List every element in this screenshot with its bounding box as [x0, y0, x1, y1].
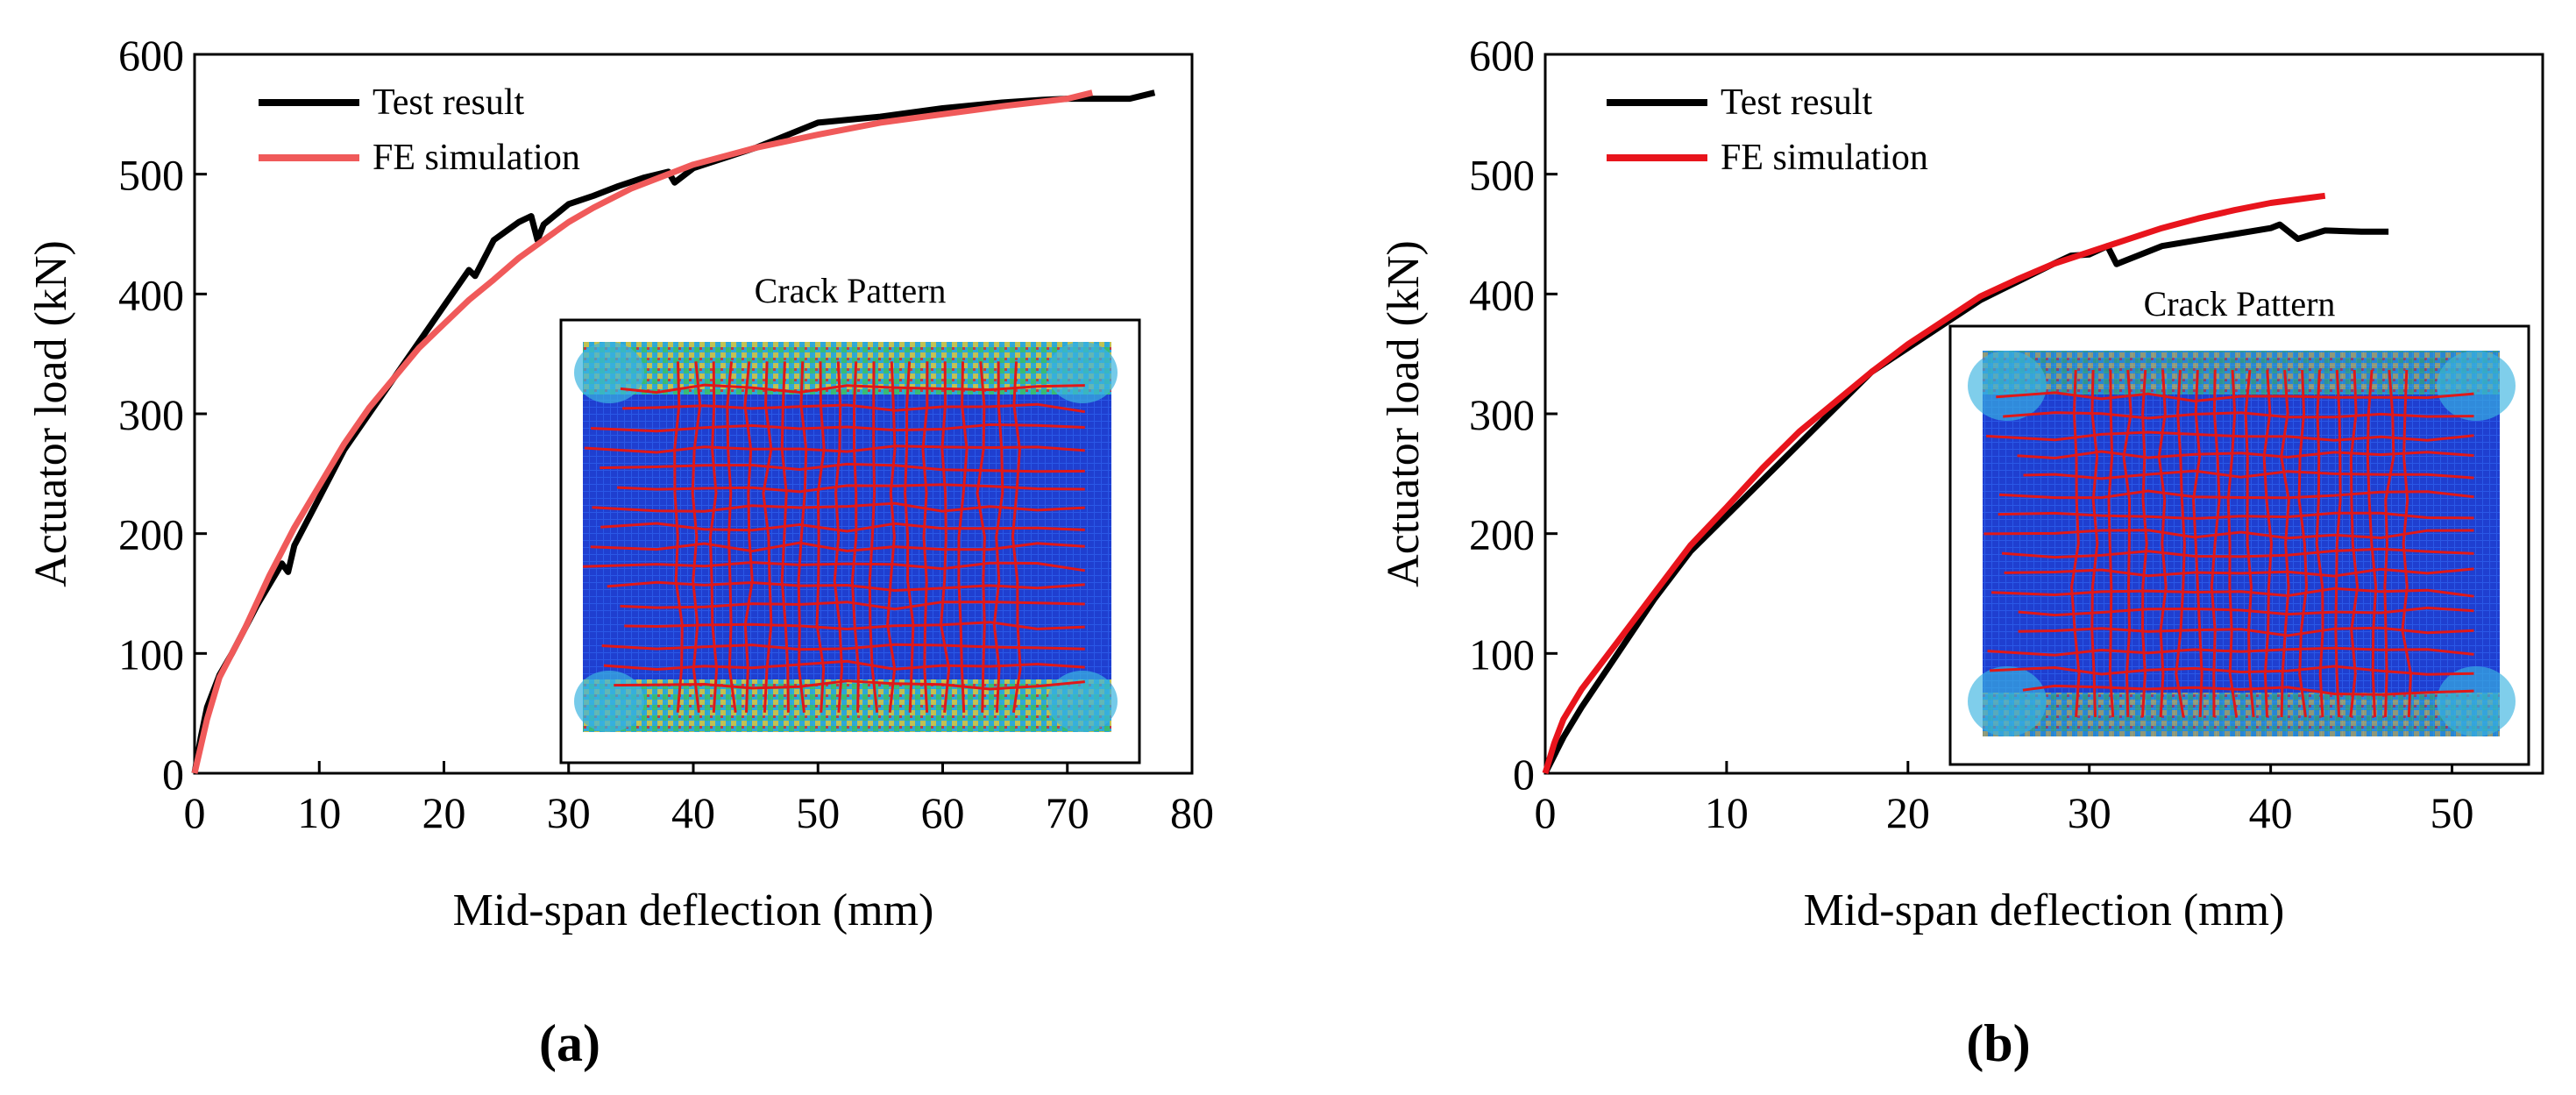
x-tick-label: 20: [1886, 788, 1930, 837]
y-tick-label: 100: [1469, 629, 1535, 679]
x-tick-label: 60: [921, 788, 965, 837]
x-tick-label: 30: [547, 788, 591, 837]
x-tick-label: 30: [2068, 788, 2111, 837]
y-tick-label: 200: [118, 510, 184, 559]
y-axis-ticks: 0 100 200 300 400 500 600: [118, 31, 207, 799]
panel-label-a: (a): [539, 1014, 600, 1072]
legend-label-fe-simulation: FE simulation: [373, 138, 580, 178]
series-line-test-result: [191, 89, 1156, 774]
x-tick-label: 20: [422, 788, 466, 837]
crack-pattern-inset: Crack Pattern: [1948, 284, 2530, 766]
inset-title: Crack Pattern: [755, 271, 947, 310]
y-tick-label: 300: [1469, 390, 1535, 439]
y-axis-label: Actuator load (kN): [1379, 240, 1429, 587]
x-tick-label: 0: [1535, 788, 1557, 837]
crack-pattern-image: [1968, 351, 2516, 736]
y-axis-ticks: 0 100 200 300 400 500 600: [1469, 31, 1558, 799]
x-tick-label: 70: [1046, 788, 1089, 837]
legend-label-test-result: Test result: [1721, 82, 1873, 123]
x-tick-label: 40: [671, 788, 715, 837]
panel-b: 0 100 200 300 400 500 600 0 10 20 30 40 50 Crack Pa…: [1379, 31, 2544, 1072]
x-tick-label: 40: [2249, 788, 2293, 837]
y-tick-label: 500: [118, 151, 184, 200]
crack-pattern-inset: Crack Pattern: [559, 271, 1141, 764]
panel-label-b: (b): [1966, 1014, 2030, 1072]
legend-label-fe-simulation: FE simulation: [1721, 138, 1928, 178]
series-line-fe-simulation: [191, 89, 1094, 774]
inset-title: Crack Pattern: [2144, 284, 2336, 324]
panel-a: 0 100 200 300 400 500 600 0 10 20 30 40 50 60 70 80 Cr…: [26, 31, 1214, 1072]
crack-lines: [1983, 369, 2474, 718]
legend-label-test-result: Test result: [373, 82, 525, 123]
y-tick-label: 0: [162, 750, 184, 799]
y-tick-label: 600: [118, 31, 184, 80]
y-tick-label: 100: [118, 629, 184, 679]
crack-pattern-image: [574, 342, 1118, 732]
x-tick-label: 10: [297, 788, 341, 837]
x-axis-label: Mid-span deflection (mm): [453, 885, 934, 935]
x-tick-label: 0: [184, 788, 206, 837]
x-axis-label: Mid-span deflection (mm): [1804, 885, 2285, 935]
y-tick-label: 400: [1469, 270, 1535, 319]
x-tick-label: 50: [796, 788, 840, 837]
legend: Test result FE simulation: [1607, 82, 1928, 178]
crack-lines: [583, 361, 1086, 714]
x-axis-ticks: 0 10 20 30 40 50: [1535, 761, 2474, 837]
x-tick-label: 50: [2431, 788, 2474, 837]
y-tick-label: 600: [1469, 31, 1535, 80]
y-tick-label: 300: [118, 390, 184, 439]
x-tick-label: 10: [1705, 788, 1749, 837]
x-axis-ticks: 0 10 20 30 40 50 60 70 80: [184, 761, 1214, 837]
x-tick-label: 80: [1170, 788, 1214, 837]
series-line-fe-simulation: [1542, 192, 2326, 775]
y-tick-label: 200: [1469, 510, 1535, 559]
legend: Test result FE simulation: [259, 82, 580, 178]
y-tick-label: 400: [118, 270, 184, 319]
y-axis-label: Actuator load (kN): [26, 240, 76, 587]
y-tick-label: 500: [1469, 151, 1535, 200]
y-tick-label: 0: [1513, 750, 1535, 799]
